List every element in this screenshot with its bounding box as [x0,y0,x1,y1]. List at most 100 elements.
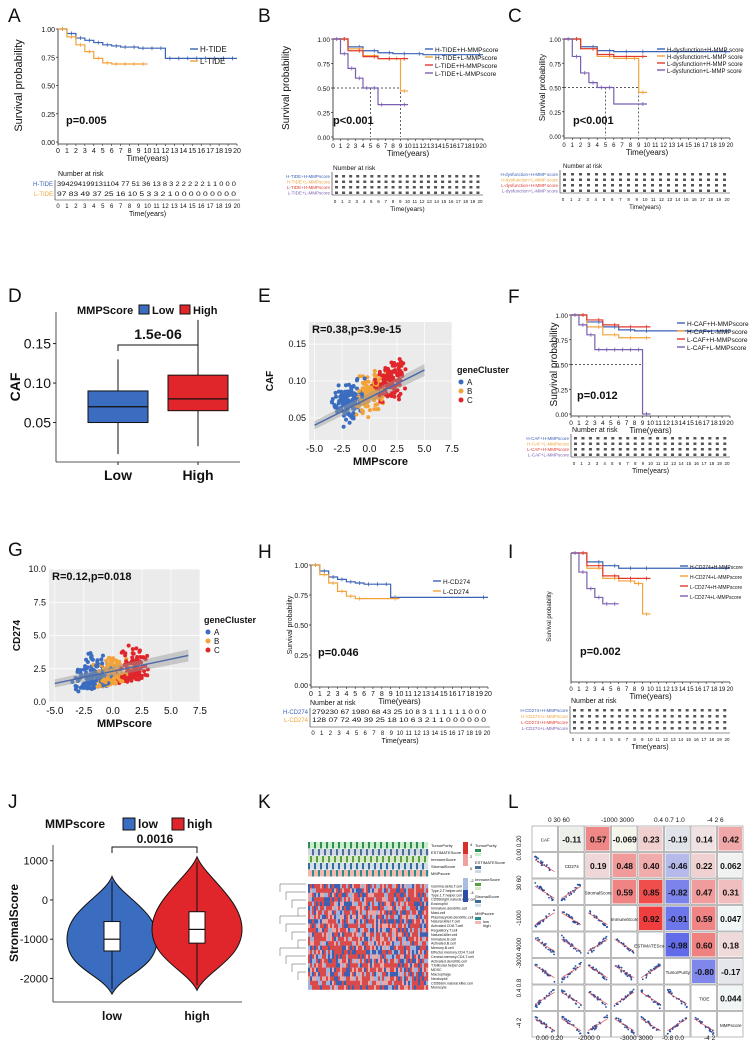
heatmap-cell [396,919,399,924]
annotation-cell [354,870,357,877]
heatmap-cell [360,941,363,946]
heatmap-cell [364,945,367,951]
heatmap-cell [322,958,325,964]
heatmap-cell [360,906,363,911]
heatmap-cell [384,936,387,942]
pair-point [549,949,552,952]
p-value: p<0.001 [573,115,614,127]
pair-point [624,1026,626,1029]
heatmap-cell [386,950,389,955]
annotation-cell [370,849,373,856]
heatmap-cell [370,888,373,893]
heatmap-cell [354,985,357,990]
heatmap-cell [372,958,375,964]
pair-point [615,1017,618,1020]
heatmap-cell [406,967,409,973]
risk-x-tick: 0 [562,197,565,202]
heatmap-cell [370,901,373,907]
heatmap-cell [360,901,363,907]
heatmap-cell [364,914,367,920]
risk-count-mark [683,173,686,176]
annotation-cell [340,870,343,877]
heatmap-cell [310,928,313,933]
heatmap-cell [322,892,325,898]
scatter-point [95,684,100,689]
annotation-cell [318,849,321,856]
risk-count-mark [667,189,670,192]
heatmap-cell [374,976,377,981]
x-tick-label: 15 [188,148,196,155]
annotation-cell [386,870,389,877]
risk-count-mark [574,448,577,451]
heatmap-cell [344,906,347,911]
pair-point [561,981,563,983]
heatmap-cell [376,892,379,898]
risk-x-tick: 2 [588,461,591,466]
risk-count-mark [363,180,367,183]
risk-count-mark [574,442,577,445]
annotation-cell [398,849,401,856]
risk-row-label: H-TIDE+L-MMPscore [287,180,331,185]
legend-title: MMPScore [77,305,133,317]
annotation-cell [346,842,349,849]
heatmap-cell [370,910,373,915]
x-tick-label: 13 [170,148,178,155]
pair-point [620,966,623,969]
annotation-cell [348,842,351,849]
annotation-cell [392,870,395,877]
heatmap-cell [410,888,413,893]
heatmap-cell [368,936,371,942]
variable-name: CAF [541,837,550,842]
pair-fit [640,991,661,1005]
heatmap-cell [346,884,349,889]
scatter-point [333,394,338,399]
risk-count-mark [342,186,346,189]
risk-count-mark [678,709,682,712]
risk-x-title: Time(years) [390,206,424,213]
x-tick-label: 1 [339,143,343,150]
risk-count-mark [603,715,607,718]
x-axis-title: MMPscore [353,456,408,468]
scatter-point [81,682,86,687]
pair-point [685,1006,688,1009]
pair-point [535,1006,538,1009]
heatmap-cell [320,976,323,981]
risk-x-tick: 10 [647,737,653,742]
legend-label: L-CD274+L-MMPscore [690,595,741,601]
heatmap-cell [398,967,401,973]
pair-point [632,988,635,991]
risk-count-mark [426,191,430,194]
scatter-point [396,362,401,367]
risk-count-mark [462,186,466,189]
annotation-cell [364,863,367,870]
heatmap-cell [342,963,345,968]
pair-point [537,939,539,941]
risk-x-tick: 18 [709,737,715,742]
heatmap-cell [372,972,375,977]
risk-count-mark [588,437,592,440]
corr-fill [665,906,689,930]
pair-point [572,947,575,950]
risk-x-tick: 8 [392,199,395,204]
risk-count-mark [663,709,667,712]
risk-count-mark [715,173,718,176]
heatmap-cell [356,897,359,902]
corr-value: 0.47 [696,887,713,897]
heatmap-cell [338,985,341,990]
variable-name: ImmuneScore [611,917,640,922]
heatmap-cell [342,906,345,911]
pair-point [562,978,565,981]
annotation-cell [336,849,339,856]
heatmap-cell [384,901,387,907]
heatmap-cell [382,985,385,990]
heatmap-cell [368,976,371,981]
risk-count-mark [398,180,402,183]
heatmap-cell [318,923,321,929]
annotation-cell [410,842,413,849]
heatmap-cell [372,923,375,929]
annotation-cell [340,849,343,856]
heatmap-cell [340,967,343,973]
pair-fit [561,938,582,952]
heatmap-cell [422,980,425,986]
scatter-point [91,685,96,690]
